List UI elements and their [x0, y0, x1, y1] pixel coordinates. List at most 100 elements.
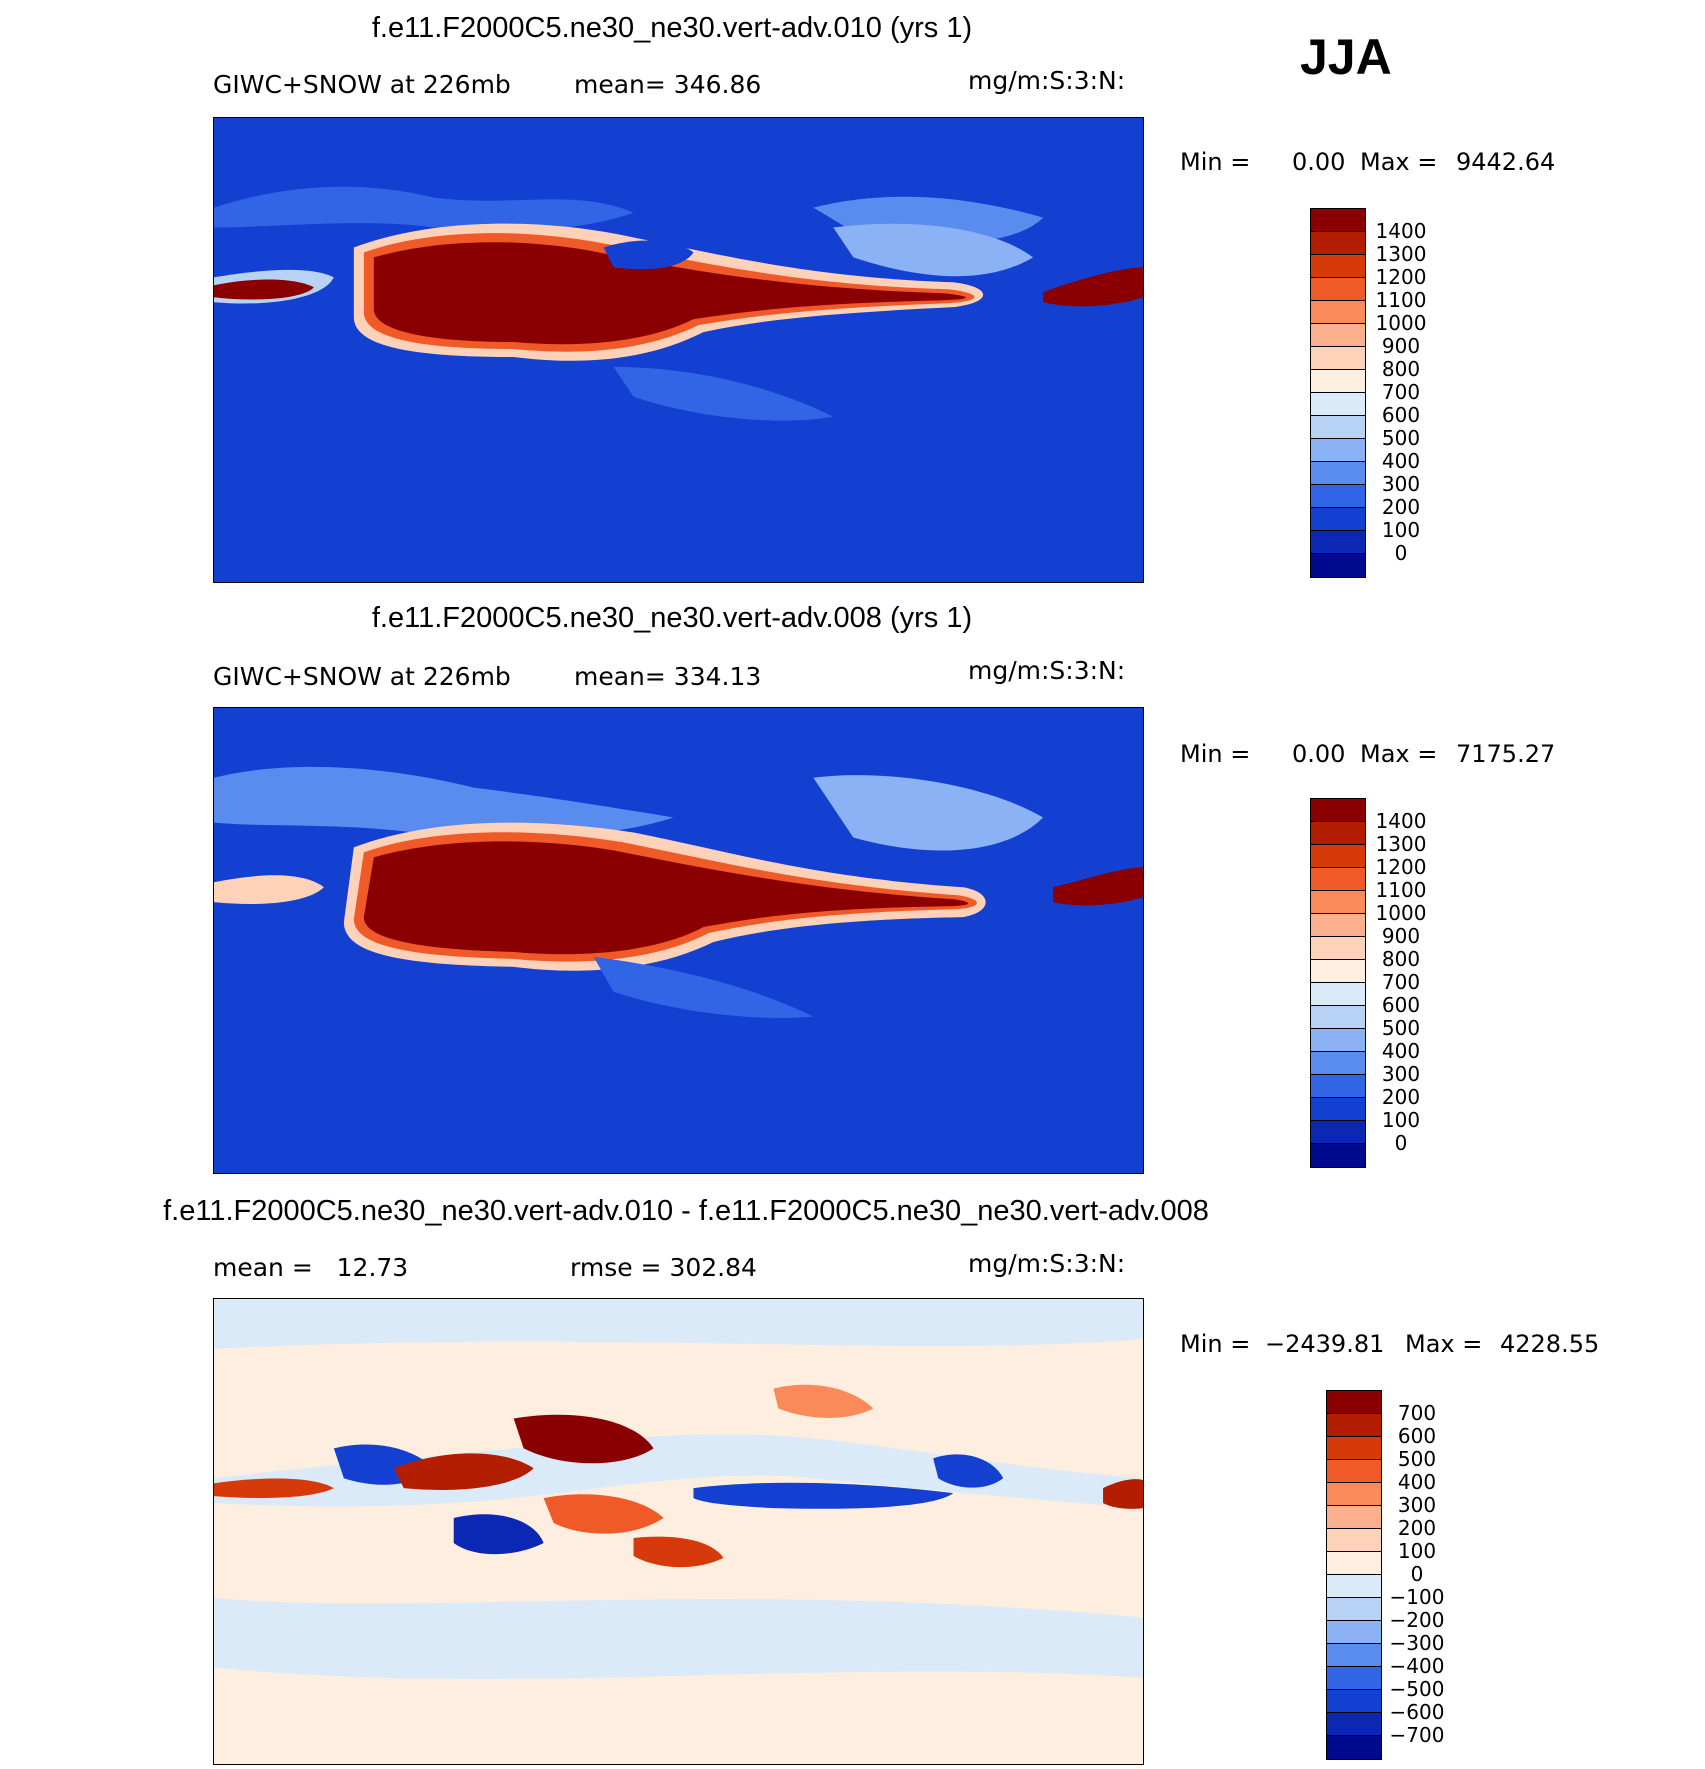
colorbar-segment — [1311, 1052, 1365, 1075]
colorbar-tick-label: 1200 — [1375, 855, 1427, 879]
colorbar-segment — [1311, 983, 1365, 1006]
panel-1-max-value: 9442.64 — [1456, 148, 1556, 176]
panel-1-min-label: Min = — [1180, 148, 1251, 176]
colorbar-segment — [1311, 1098, 1365, 1121]
colorbar-segment — [1311, 1029, 1365, 1052]
panel-3-mean: mean = 12.73 — [213, 1253, 409, 1282]
colorbar-segment — [1311, 960, 1365, 983]
colorbar-segment — [1311, 1144, 1365, 1167]
panel-3-field — [214, 1299, 1143, 1764]
panel-2-min-label: Min = — [1180, 740, 1251, 768]
colorbar-segment — [1327, 1552, 1381, 1575]
colorbar-tick-label: 200 — [1397, 1516, 1437, 1540]
colorbar-segment — [1327, 1736, 1381, 1759]
panel-3-title: f.e11.F2000C5.ne30_ne30.vert-adv.010 - f… — [163, 1195, 1209, 1227]
panel-2-max-value: 7175.27 — [1456, 740, 1556, 768]
colorbar-tick-label: 700 — [1381, 380, 1421, 404]
colorbar-segment — [1311, 439, 1365, 462]
colorbar-segment — [1327, 1391, 1381, 1414]
panel-2-map — [213, 707, 1144, 1174]
colorbar-segment — [1327, 1713, 1381, 1736]
colorbar-segment — [1327, 1437, 1381, 1460]
colorbar-segment — [1311, 1006, 1365, 1029]
colorbar-segment — [1311, 393, 1365, 416]
panel-3-map — [213, 1298, 1144, 1765]
colorbar-tick-label: −700 — [1389, 1723, 1445, 1747]
colorbar-tick-label: 0 — [1410, 1562, 1424, 1586]
panel-1-units: mg/m:S:3:N: — [968, 66, 1126, 95]
panel-3-min-label: Min = — [1180, 1330, 1251, 1358]
colorbar-tick-label: 500 — [1381, 1016, 1421, 1040]
colorbar-segment — [1311, 232, 1365, 255]
colorbar-tick-label: 600 — [1381, 403, 1421, 427]
colorbar-tick-label: 200 — [1381, 495, 1421, 519]
colorbar-tick-label: −500 — [1389, 1677, 1445, 1701]
colorbar-segment — [1311, 416, 1365, 439]
colorbar-tick-label: 200 — [1381, 1085, 1421, 1109]
colorbar-tick-label: −200 — [1389, 1608, 1445, 1632]
colorbar-segment — [1311, 462, 1365, 485]
panel-3-rmse: rmse = 302.84 — [570, 1253, 757, 1282]
colorbar-segment — [1311, 508, 1365, 531]
colorbar-segment — [1311, 531, 1365, 554]
colorbar-tick-label: 1300 — [1375, 242, 1427, 266]
panel-3-min-value: −2439.81 — [1265, 1330, 1385, 1358]
panel-1-variable: GIWC+SNOW at 226mb — [213, 70, 511, 99]
colorbar-tick-label: 600 — [1397, 1424, 1437, 1448]
colorbar-segment — [1327, 1690, 1381, 1713]
colorbar-segment — [1327, 1414, 1381, 1437]
colorbar-tick-label: 300 — [1381, 472, 1421, 496]
colorbar-tick-label: 500 — [1381, 426, 1421, 450]
panel-2-min-value: 0.00 — [1292, 740, 1346, 768]
colorbar-tick-label: 700 — [1397, 1401, 1437, 1425]
panel-1-mean: mean= 346.86 — [574, 70, 762, 99]
panel-2-title: f.e11.F2000C5.ne30_ne30.vert-adv.008 (yr… — [371, 602, 973, 634]
colorbar-segment — [1311, 209, 1365, 232]
colorbar-box — [1310, 208, 1366, 578]
colorbar-tick-label: −400 — [1389, 1654, 1445, 1678]
colorbar-segment — [1311, 891, 1365, 914]
colorbar-segment — [1311, 937, 1365, 960]
colorbar-segment — [1311, 278, 1365, 301]
colorbar-segment — [1311, 914, 1365, 937]
colorbar-segment — [1311, 799, 1365, 822]
colorbar-segment — [1311, 370, 1365, 393]
panel-1-field — [214, 118, 1143, 582]
panel-2-units: mg/m:S:3:N: — [968, 656, 1126, 685]
colorbar-tick-label: 0 — [1394, 1131, 1408, 1155]
panel-1-min-value: 0.00 — [1292, 148, 1346, 176]
colorbar-tick-label: 600 — [1381, 993, 1421, 1017]
colorbar-segment — [1311, 1075, 1365, 1098]
colorbar-box — [1326, 1390, 1382, 1760]
colorbar-tick-label: −600 — [1389, 1700, 1445, 1724]
panel-1-map — [213, 117, 1144, 583]
colorbar-segment — [1311, 845, 1365, 868]
colorbar-segment — [1311, 255, 1365, 278]
colorbar-tick-label: −100 — [1389, 1585, 1445, 1609]
panel-2-variable: GIWC+SNOW at 226mb — [213, 662, 511, 691]
panel-2-field — [214, 708, 1143, 1173]
colorbar-tick-label: 700 — [1381, 970, 1421, 994]
panel-2-max-label: Max = — [1360, 740, 1438, 768]
panel-3-max-value: 4228.55 — [1500, 1330, 1600, 1358]
colorbar-segment — [1311, 301, 1365, 324]
colorbar-tick-label: 1000 — [1375, 901, 1427, 925]
colorbar-tick-label: 1000 — [1375, 311, 1427, 335]
colorbar-segment — [1327, 1529, 1381, 1552]
colorbar-tick-label: 400 — [1381, 449, 1421, 473]
colorbar-segment — [1327, 1598, 1381, 1621]
colorbar-segment — [1311, 868, 1365, 891]
colorbar-segment — [1327, 1575, 1381, 1598]
colorbar-tick-label: 300 — [1397, 1493, 1437, 1517]
season-label: JJA — [1300, 29, 1392, 85]
colorbar-tick-label: 400 — [1381, 1039, 1421, 1063]
panel-1-title: f.e11.F2000C5.ne30_ne30.vert-adv.010 (yr… — [371, 12, 973, 44]
colorbar-tick-label: 800 — [1381, 357, 1421, 381]
colorbar-tick-label: 100 — [1397, 1539, 1437, 1563]
colorbar-segment — [1327, 1506, 1381, 1529]
colorbar-box — [1310, 798, 1366, 1168]
panel-1-max-label: Max = — [1360, 148, 1438, 176]
colorbar-segment — [1327, 1621, 1381, 1644]
colorbar-tick-label: 100 — [1381, 518, 1421, 542]
colorbar-segment — [1327, 1667, 1381, 1690]
